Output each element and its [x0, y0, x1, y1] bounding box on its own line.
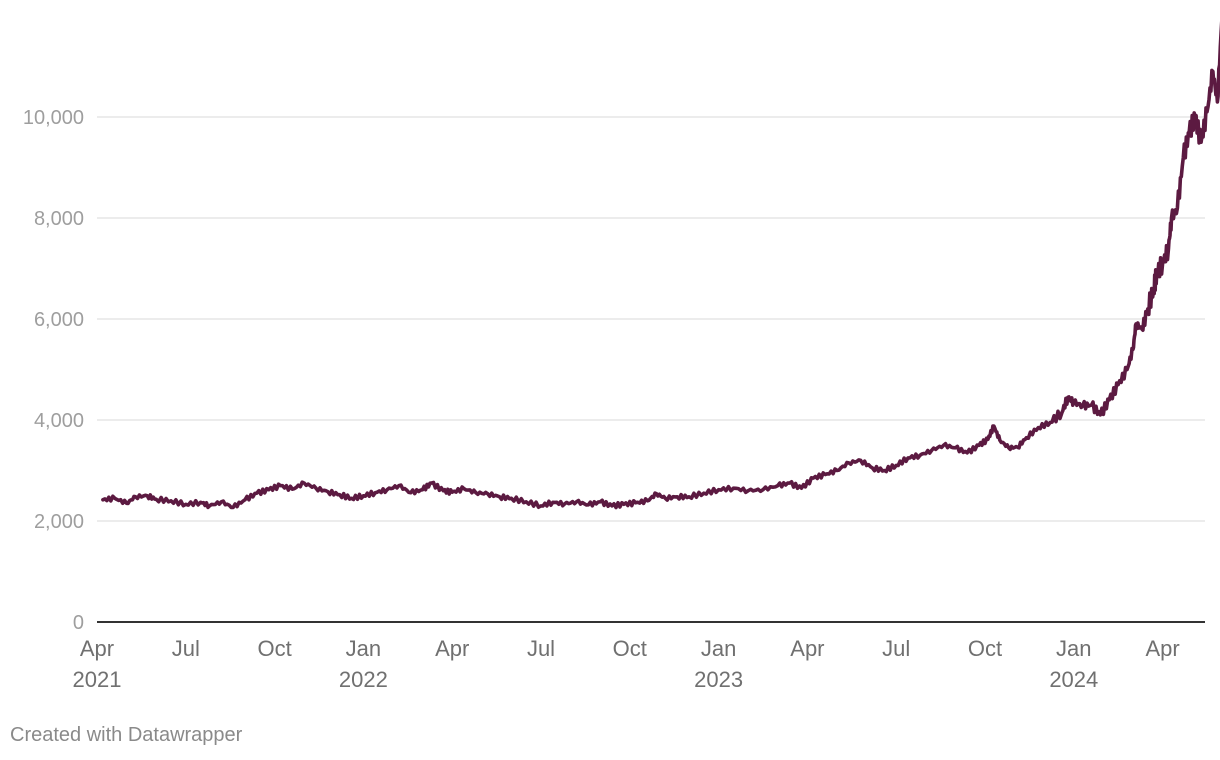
- line-chart: 0 2,000 4,000 6,000 8,000 10,000 Apr 2021 Jul Oc…: [23, 20, 1220, 692]
- x-tick-label: Apr: [1145, 636, 1179, 661]
- series-layer: [101, 20, 1220, 510]
- x-tick-year: 2021: [73, 667, 122, 692]
- x-tick-label: Apr: [435, 636, 469, 661]
- series-line: [101, 20, 1220, 510]
- x-tick-label: Oct: [968, 636, 1002, 661]
- x-tick-label: Jan: [701, 636, 736, 661]
- x-tick-label: Jul: [172, 636, 200, 661]
- x-tick-label: Apr: [80, 636, 114, 661]
- x-tick-label: Jul: [882, 636, 910, 661]
- x-tick-year: 2022: [339, 667, 388, 692]
- x-tick-year: 2023: [694, 667, 743, 692]
- y-tick-label: 2,000: [34, 511, 84, 533]
- y-tick-label: 8,000: [34, 208, 84, 230]
- x-tick-label: Jan: [1056, 636, 1091, 661]
- y-tick-label: 4,000: [34, 410, 84, 432]
- x-tick-label: Apr: [790, 636, 824, 661]
- y-tick-label: 0: [73, 612, 84, 634]
- x-tick-label: Oct: [257, 636, 291, 661]
- x-tick-label: Oct: [613, 636, 647, 661]
- y-tick-label: 6,000: [34, 309, 84, 331]
- gridlines: [97, 116, 1205, 623]
- x-tick-label: Jul: [527, 636, 555, 661]
- x-tick-label: Jan: [346, 636, 381, 661]
- y-tick-label: 10,000: [23, 107, 84, 129]
- y-axis: 0 2,000 4,000 6,000 8,000 10,000: [23, 107, 84, 634]
- x-axis: Apr 2021 Jul Oct Jan 2022 Apr Jul Oct Jan 2023 Apr J…: [73, 636, 1180, 692]
- x-tick-year: 2024: [1049, 667, 1098, 692]
- credit-text: Created with Datawrapper: [10, 724, 243, 746]
